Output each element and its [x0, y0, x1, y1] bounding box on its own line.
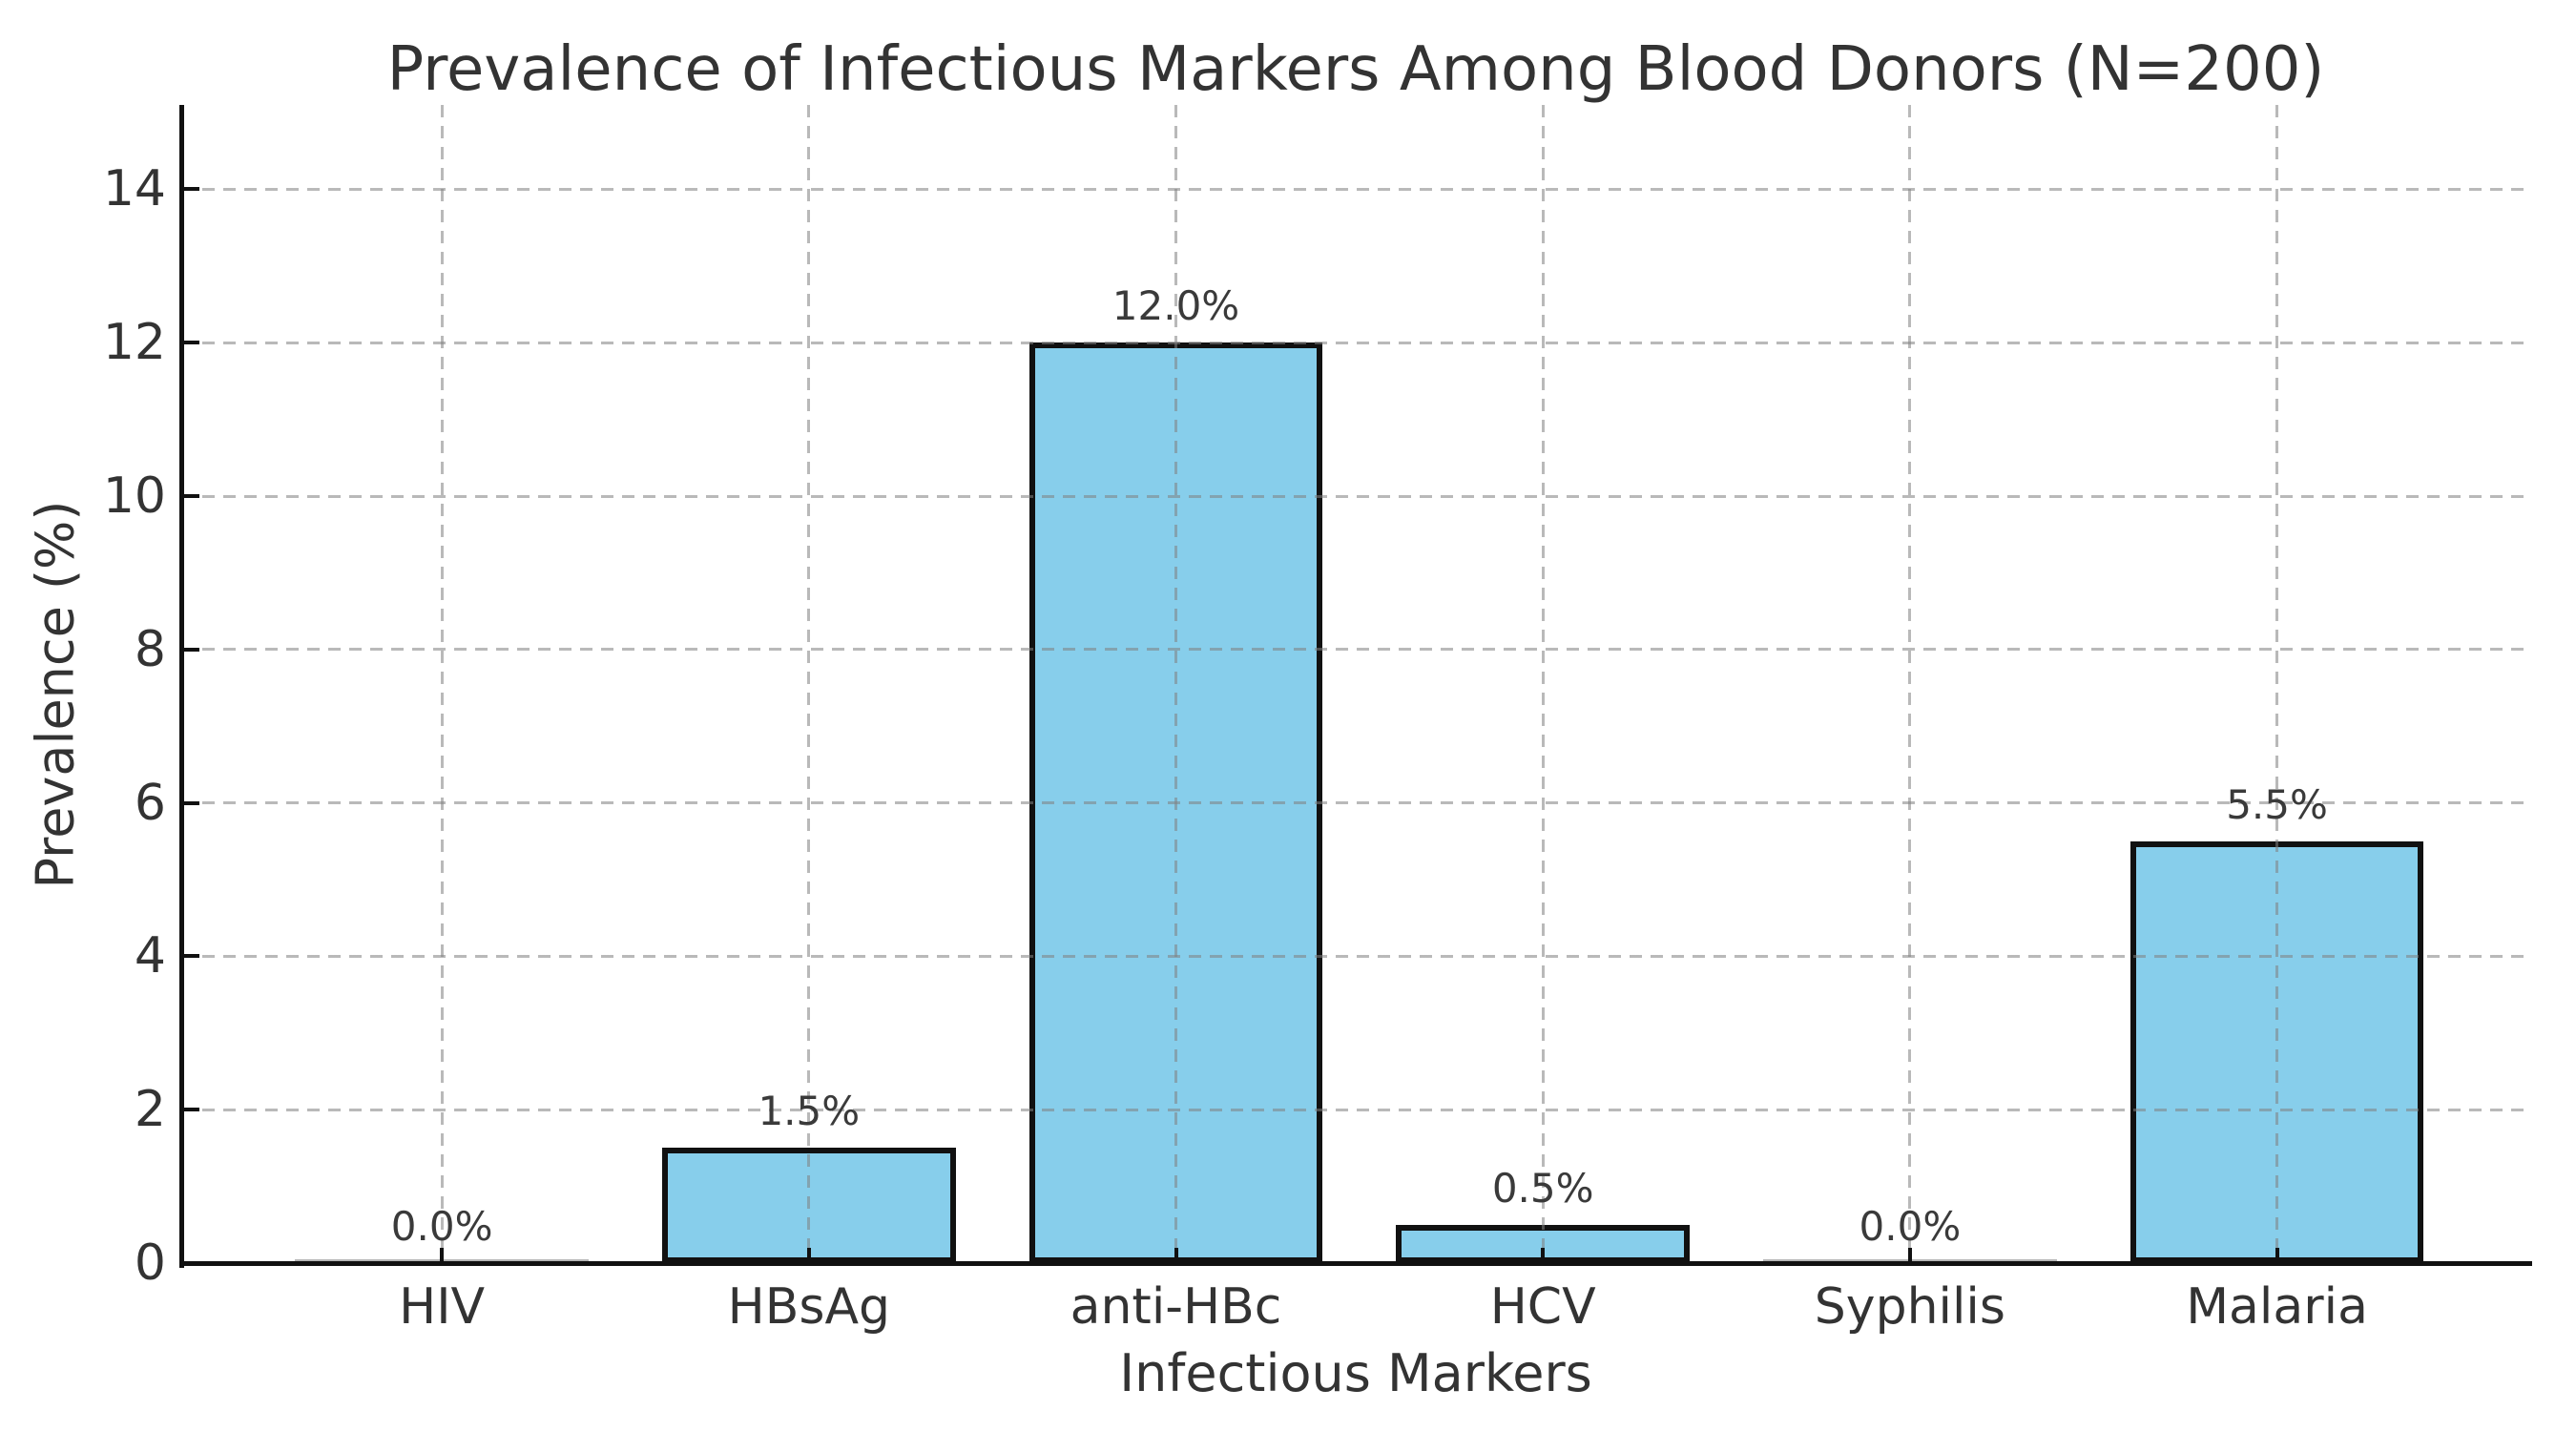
x-tick-mark: [440, 1248, 445, 1263]
x-tick-label-HCV: HCV: [1489, 1278, 1596, 1336]
y-tick-label: 8: [134, 620, 166, 678]
y-tick-mark: [184, 954, 199, 959]
x-tick-label-HBsAg: HBsAg: [727, 1278, 891, 1336]
y-tick-label: 10: [102, 467, 166, 526]
x-tick-mark: [1541, 1248, 1546, 1263]
x-axis-spine: [179, 1261, 2532, 1266]
y-tick-label: 6: [134, 774, 166, 832]
y-gridline: [181, 1108, 2530, 1111]
y-tick-mark: [184, 1108, 199, 1112]
y-tick-mark: [184, 800, 199, 805]
x-gridline: [1174, 105, 1177, 1263]
x-gridline: [807, 105, 811, 1263]
x-gridline: [2275, 105, 2279, 1263]
chart-title: Prevalence of Infectious Markers Among B…: [386, 34, 2325, 105]
y-tick-mark: [184, 494, 199, 499]
y-axis-spine: [179, 105, 184, 1268]
y-gridline: [181, 954, 2530, 958]
x-tick-label-anti-HBc: anti-HBc: [1070, 1278, 1282, 1336]
y-tick-label: 12: [102, 314, 166, 372]
y-gridline: [181, 801, 2530, 805]
y-gridline: [181, 494, 2530, 498]
bar-value-label: 12.0%: [1111, 282, 1240, 330]
x-gridline: [1908, 105, 1912, 1263]
bar-value-label: 1.5%: [758, 1088, 861, 1135]
y-gridline: [181, 648, 2530, 652]
x-tick-mark: [806, 1248, 811, 1263]
y-tick-mark: [184, 647, 199, 652]
x-axis-label: Infectious Markers: [1119, 1343, 1592, 1403]
x-tick-label-Syphilis: Syphilis: [1814, 1278, 2005, 1336]
bar-value-label: 0.0%: [1859, 1203, 1962, 1250]
y-tick-label: 4: [134, 927, 166, 985]
bar-value-label: 0.5%: [1491, 1164, 1594, 1212]
y-tick-mark: [184, 1261, 199, 1265]
y-tick-label: 0: [134, 1234, 166, 1292]
bar-value-label: 0.0%: [390, 1203, 493, 1250]
x-gridline: [1541, 105, 1545, 1263]
y-tick-mark: [184, 187, 199, 192]
x-tick-label-HIV: HIV: [399, 1278, 486, 1336]
bar-value-label: 5.5%: [2226, 780, 2328, 828]
y-tick-label: 14: [102, 160, 166, 218]
x-tick-mark: [1174, 1248, 1178, 1263]
x-tick-mark: [2275, 1248, 2279, 1263]
y-gridline: [181, 187, 2530, 191]
x-tick-label-Malaria: Malaria: [2186, 1278, 2368, 1336]
y-gridline: [181, 341, 2530, 344]
x-tick-mark: [1907, 1248, 1912, 1263]
x-gridline: [440, 105, 444, 1263]
y-tick-mark: [184, 341, 199, 345]
y-tick-label: 2: [134, 1081, 166, 1139]
